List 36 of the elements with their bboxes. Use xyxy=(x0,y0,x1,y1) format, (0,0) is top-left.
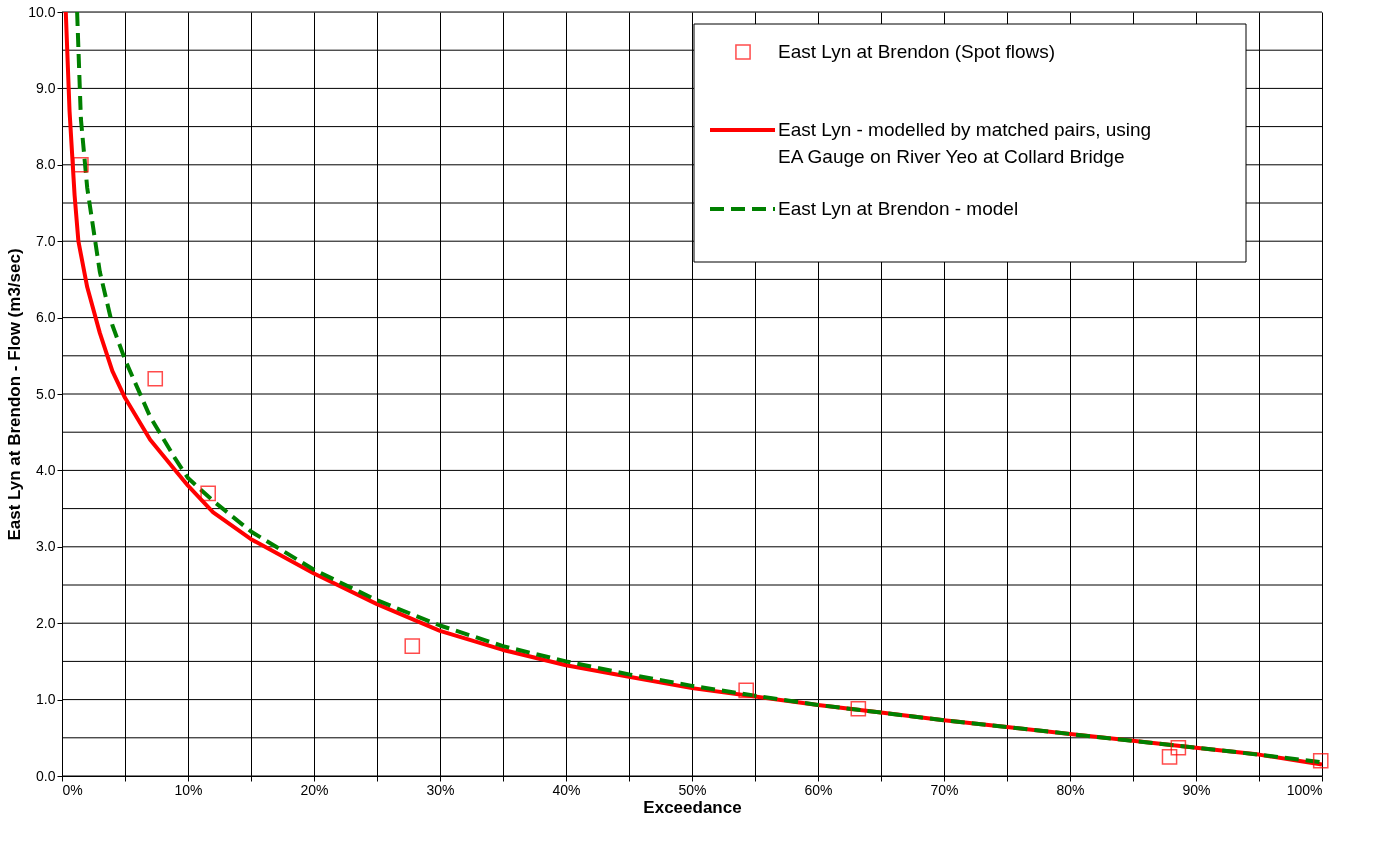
y-tick-label: 4.0 xyxy=(36,461,56,478)
y-axis-title: East Lyn at Brendon - Flow (m3/sec) xyxy=(5,248,25,541)
point xyxy=(147,370,164,387)
point xyxy=(1312,752,1329,769)
x-tick-label: 0% xyxy=(62,781,83,798)
point xyxy=(1161,749,1178,765)
point xyxy=(738,682,754,699)
y-tick-label: 9.0 xyxy=(36,79,56,96)
y-tick-label: 2.0 xyxy=(36,614,56,631)
x-tick-label: 20% xyxy=(300,781,329,798)
x-tick-label: 70% xyxy=(930,781,959,798)
x-tick-label: 80% xyxy=(1056,781,1085,798)
y-tick-label: 10.0 xyxy=(28,3,56,20)
point xyxy=(404,638,421,654)
point xyxy=(850,700,867,717)
x-tick-label: 10% xyxy=(174,781,203,798)
legend-label: East Lyn - modelled by matched pairs, using EA Gauge on River Yeo at Collard Bridge xyxy=(778,119,1152,167)
y-tick-label: 0.0 xyxy=(36,767,56,784)
x-tick-label: 60% xyxy=(804,781,833,798)
point xyxy=(73,156,89,173)
x-tick-label: 50% xyxy=(678,781,707,798)
x-axis-title: Exceedance xyxy=(643,797,742,817)
point xyxy=(1170,739,1187,756)
y-tick-label: 3.0 xyxy=(36,538,56,555)
x-tick-label: 30% xyxy=(426,781,455,798)
y-tick-label: 5.0 xyxy=(36,385,56,402)
y-tick-label: 7.0 xyxy=(36,232,56,249)
legend-label: East Lyn at Brendon (Spot flows) xyxy=(778,41,1056,62)
y-tick-label: 1.0 xyxy=(36,691,56,708)
legend-label: East Lyn at Brendon - model xyxy=(778,198,1019,219)
x-tick-label: 100% xyxy=(1286,781,1323,798)
y-tick-label: 6.0 xyxy=(36,309,56,326)
x-tick-label: 90% xyxy=(1182,781,1211,798)
x-tick-label: 40% xyxy=(552,781,581,798)
y-tick-label: 8.0 xyxy=(36,156,56,173)
point xyxy=(200,485,216,502)
